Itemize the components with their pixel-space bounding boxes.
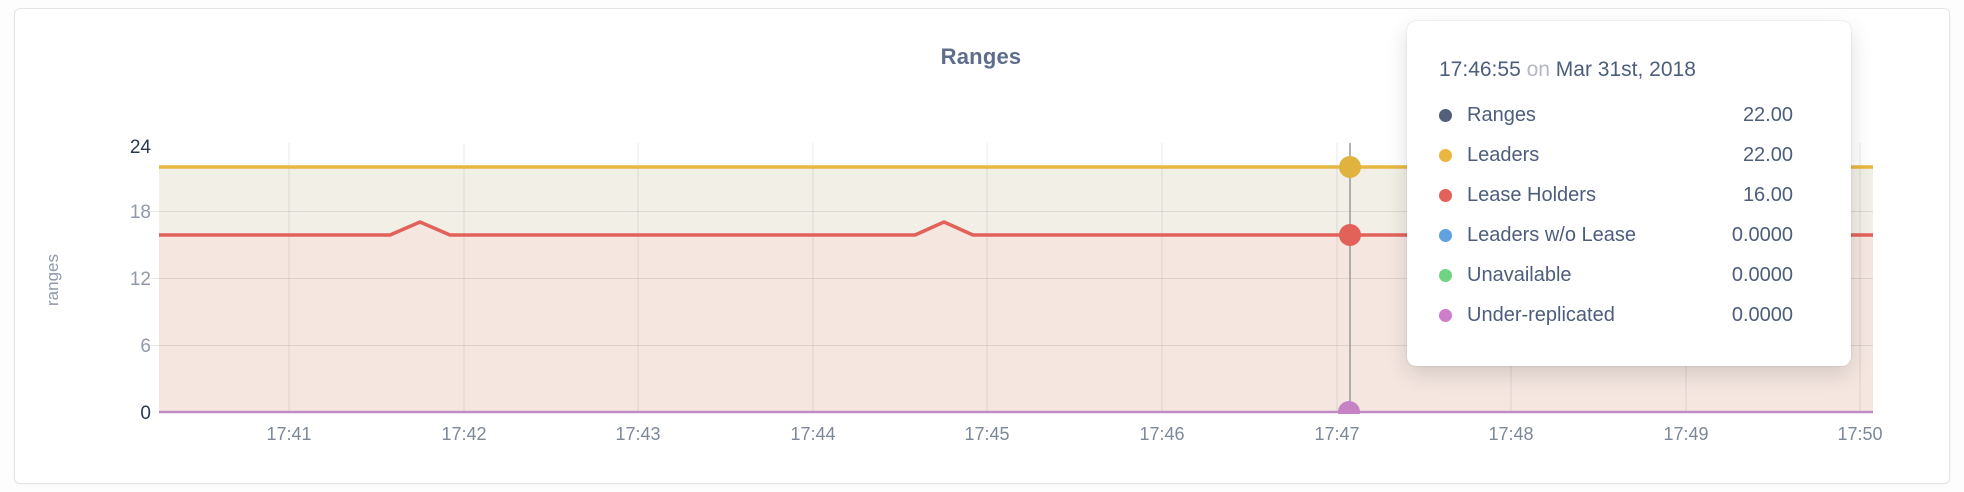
- chart-title: Ranges: [940, 44, 1022, 69]
- y-tick-label: 12: [130, 269, 151, 290]
- x-tick-label: 17:42: [441, 424, 486, 444]
- tooltip-row-under-replicated: Under-replicated 0.0000: [1439, 295, 1793, 335]
- series-label: Leaders: [1467, 143, 1540, 166]
- series-label: Under-replicated: [1467, 303, 1615, 326]
- x-tick-label: 17:48: [1488, 424, 1533, 444]
- series-value: 0.0000: [1731, 223, 1793, 246]
- leaders-wo-lease-series-dot: [1439, 228, 1452, 242]
- x-tick-label: 17:44: [790, 424, 835, 444]
- leaders-hover-dot[interactable]: [1339, 156, 1361, 178]
- under-replicated-series-dot: [1439, 308, 1452, 322]
- y-tick-label: 18: [130, 202, 151, 223]
- tooltip-row-unavailable: Unavailable 0.0000: [1439, 255, 1793, 295]
- tooltip-on-word: on: [1526, 58, 1550, 81]
- unavailable-series-dot: [1439, 268, 1452, 282]
- under-replicated-hover-dot[interactable]: [1338, 401, 1360, 423]
- x-tick-label: 17:41: [266, 424, 311, 444]
- tooltip-row-ranges: Ranges 22.00: [1439, 95, 1793, 135]
- tooltip-time: 17:46:55: [1439, 58, 1521, 81]
- x-tick-label: 17:43: [615, 424, 660, 444]
- tooltip-row-leaders: Leaders 22.00: [1439, 135, 1793, 175]
- series-label: Lease Holders: [1467, 183, 1596, 206]
- lease-holders-hover-dot[interactable]: [1339, 224, 1361, 246]
- leaders-series-dot: [1439, 148, 1452, 162]
- series-label: Unavailable: [1467, 263, 1572, 286]
- series-label: Ranges: [1467, 103, 1536, 126]
- lease-holders-series-dot: [1439, 188, 1452, 202]
- x-tick-label: 17:49: [1663, 424, 1708, 444]
- series-label: Leaders w/o Lease: [1467, 223, 1637, 246]
- y-tick-label: 6: [140, 336, 151, 357]
- x-tick-label: 17:50: [1837, 424, 1882, 444]
- y-tick-label: 0: [140, 403, 151, 424]
- hover-crosshair-group: [1338, 143, 1361, 423]
- tooltip-timestamp: 17:46:55 on Mar 31st, 2018: [1439, 57, 1793, 83]
- tooltip-date: Mar 31st, 2018: [1555, 58, 1696, 81]
- series-value: 22.00: [1742, 103, 1793, 126]
- tooltip-row-lease-holders: Lease Holders 16.00: [1439, 175, 1793, 215]
- x-tick-label: 17:45: [964, 424, 1009, 444]
- y-axis-label: ranges: [43, 254, 62, 306]
- series-value: 16.00: [1742, 183, 1793, 206]
- x-tick-label: 17:46: [1139, 424, 1184, 444]
- lease-holders-line: [159, 220, 1873, 237]
- series-value: 0.0000: [1731, 263, 1793, 286]
- tooltip-row-leaders-wo-lease: Leaders w/o Lease 0.0000: [1439, 215, 1793, 255]
- series-value: 22.00: [1742, 143, 1793, 166]
- hover-tooltip: 17:46:55 on Mar 31st, 2018 Ranges 22.00 …: [1407, 21, 1851, 366]
- x-tick-label: 17:47: [1314, 424, 1359, 444]
- ranges-series-dot: [1439, 108, 1452, 122]
- y-tick-label: 24: [130, 137, 152, 158]
- series-value: 0.0000: [1731, 303, 1793, 326]
